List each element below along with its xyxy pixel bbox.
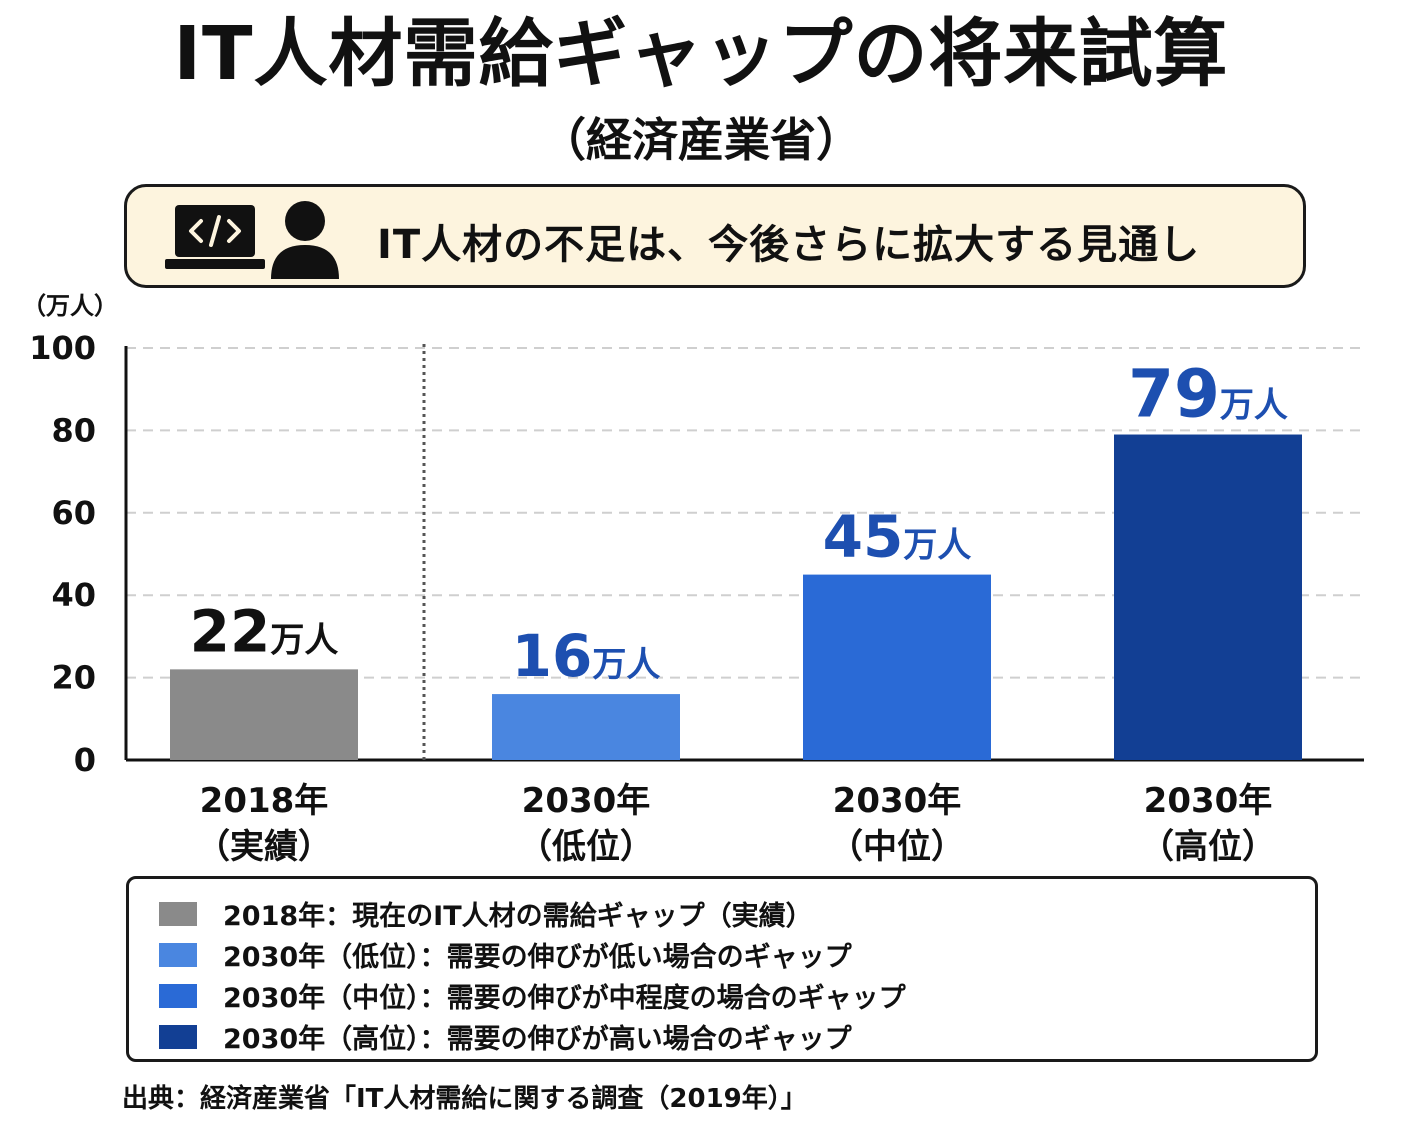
x-tick-label: （実績） [196, 827, 332, 867]
legend: 2018年：現在のIT人材の需給ギャップ（実績） 2030年（低位）：需要の伸び… [126, 876, 1318, 1062]
data-label: 79万人 [1128, 356, 1288, 433]
y-tick-label: 80 [51, 411, 96, 449]
x-tick-label: 2030年 [1144, 781, 1273, 821]
y-tick-label: 60 [51, 494, 96, 532]
x-tick-label: 2030年 [833, 781, 962, 821]
banner-text: IT人材の不足は、今後さらに拡大する見通し [377, 222, 1201, 268]
legend-label: 2030年（低位）：需要の伸びが低い場合のギャップ [223, 942, 852, 973]
legend-swatch [159, 1024, 197, 1049]
legend-item: 2030年（高位）：需要の伸びが高い場合のギャップ [159, 1016, 1315, 1057]
legend-label: 2030年（中位）：需要の伸びが中程度の場合のギャップ [223, 983, 906, 1014]
bar-chart: 0 20 40 60 80 100 22万人 2018年 （実績） 16万人 2030年 （低位） 45… [29, 329, 1364, 867]
y-tick-label: 0 [74, 741, 96, 779]
legend-item: 2030年（低位）：需要の伸びが低い場合のギャップ [159, 934, 1315, 975]
x-tick-label: （中位） [829, 827, 965, 867]
bar [803, 574, 991, 760]
y-tick-label: 40 [51, 576, 96, 614]
legend-swatch [159, 942, 197, 967]
chart-subtitle: （経済産業省） [540, 113, 862, 167]
bar [492, 694, 680, 760]
data-label: 22万人 [190, 597, 339, 665]
legend-item: 2018年：現在のIT人材の需給ギャップ（実績） [159, 893, 1315, 934]
chart-title: IT人材需給ギャップの将来試算 [173, 11, 1229, 97]
y-tick-label: 20 [51, 659, 96, 697]
source-note: 出典：経済産業省「IT人材需給に関する調査（2019年）」 [122, 1084, 807, 1114]
legend-swatch [159, 901, 197, 926]
bar [170, 669, 358, 760]
person-icon [271, 201, 339, 279]
data-label: 16万人 [512, 622, 661, 690]
legend-item: 2030年（中位）：需要の伸びが中程度の場合のギャップ [159, 975, 1315, 1016]
legend-label: 2018年：現在のIT人材の需給ギャップ（実績） [223, 901, 813, 932]
bar [1114, 434, 1302, 760]
y-axis-unit: （万人） [22, 292, 118, 320]
x-tick-label: 2030年 [522, 781, 651, 821]
legend-swatch [159, 983, 197, 1008]
y-tick-label: 100 [29, 329, 96, 367]
legend-label: 2030年（高位）：需要の伸びが高い場合のギャップ [223, 1024, 852, 1055]
summary-banner: IT人材の不足は、今後さらに拡大する見通し [124, 184, 1306, 288]
laptop-code-icon [165, 205, 265, 269]
x-tick-label: （高位） [1140, 827, 1276, 867]
x-tick-label: （低位） [518, 827, 654, 867]
x-tick-label: 2018年 [200, 781, 329, 821]
data-label: 45万人 [823, 503, 972, 571]
